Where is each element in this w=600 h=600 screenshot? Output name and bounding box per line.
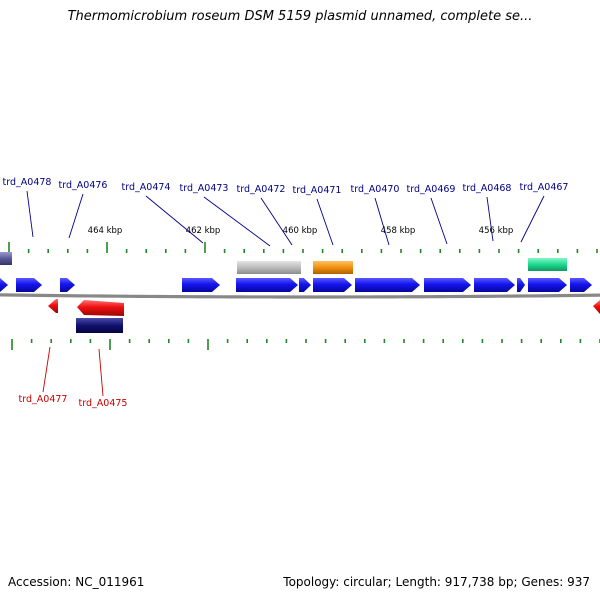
reverse-cds-arrow xyxy=(48,299,58,313)
gene-leader-line xyxy=(26,190,34,238)
genome-summary: Topology: circular; Length: 917,738 bp; … xyxy=(283,575,590,589)
gene-leader-line xyxy=(374,197,390,246)
forward-gene-label: trd_A0476 xyxy=(59,180,108,191)
accession-label: Accession: NC_011961 xyxy=(8,575,145,589)
gene-leader-line xyxy=(520,195,545,243)
forward-cds-arrow xyxy=(299,278,311,292)
forward-cds-arrow xyxy=(424,278,471,292)
gene-leader-line xyxy=(316,198,334,246)
reverse-gene-label: trd_A0475 xyxy=(79,398,128,409)
forward-gene-label: trd_A0473 xyxy=(180,183,229,194)
forward-cds-arrow xyxy=(570,278,592,292)
forward-gene-label: trd_A0478 xyxy=(3,177,52,188)
orange-feature-block xyxy=(313,261,353,274)
gene-leader-line xyxy=(430,197,448,245)
slate-feature-block xyxy=(0,252,12,265)
scale-label: 456 kbp xyxy=(479,226,514,236)
forward-gene-label: trd_A0470 xyxy=(351,184,400,195)
navy-feature-block xyxy=(76,318,123,333)
forward-cds-arrow xyxy=(0,278,8,292)
forward-cds-arrow xyxy=(474,278,515,292)
forward-cds-arrow xyxy=(355,278,420,292)
gene-leader-line xyxy=(203,196,271,247)
forward-cds-arrow xyxy=(528,278,567,292)
forward-cds-arrow xyxy=(236,278,298,292)
gene-leader-line xyxy=(486,196,494,242)
forward-gene-label: trd_A0469 xyxy=(407,184,456,195)
reverse-cds-arrow xyxy=(593,300,600,314)
forward-gene-label: trd_A0471 xyxy=(293,185,342,196)
scale-label: 458 kbp xyxy=(381,226,416,236)
forward-gene-label: trd_A0474 xyxy=(122,182,171,193)
scale-label: 462 kbp xyxy=(186,226,221,236)
gray-feature-block xyxy=(237,261,301,274)
forward-cds-arrow xyxy=(182,278,220,292)
gene-leader-line xyxy=(145,195,204,244)
reverse-cds-arrow xyxy=(77,300,124,316)
forward-cds-arrow xyxy=(60,278,75,292)
forward-cds-arrow xyxy=(313,278,352,292)
scale-label: 464 kbp xyxy=(88,226,123,236)
reverse-gene-label: trd_A0477 xyxy=(19,394,68,405)
gene-leader-line xyxy=(98,348,104,397)
forward-cds-arrow xyxy=(16,278,42,292)
backbone-line xyxy=(0,293,600,299)
forward-cds-arrow xyxy=(517,278,525,292)
teal-feature-block xyxy=(528,258,567,271)
forward-gene-label: trd_A0467 xyxy=(520,182,569,193)
gene-leader-line xyxy=(260,197,293,246)
forward-gene-label: trd_A0472 xyxy=(237,184,286,195)
scale-label: 460 kbp xyxy=(283,226,318,236)
gene-leader-line xyxy=(68,193,84,239)
map-title: Thermomicrobium roseum DSM 5159 plasmid … xyxy=(67,9,533,24)
forward-gene-label: trd_A0468 xyxy=(463,183,512,194)
gene-leader-line xyxy=(42,346,51,393)
